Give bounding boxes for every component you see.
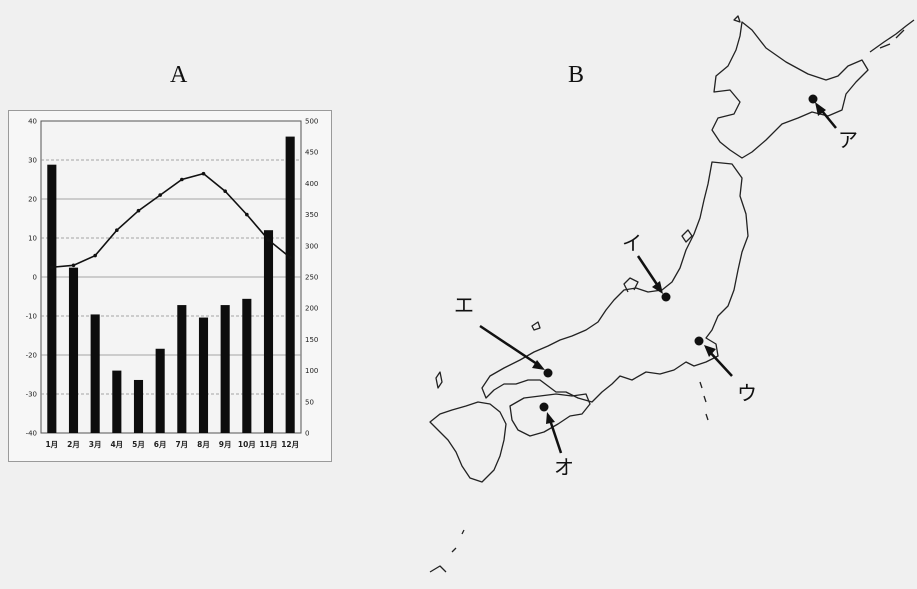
arrowhead-o (546, 412, 555, 424)
marker-arrow-o (547, 416, 563, 454)
right-tick-label: 100 (305, 367, 318, 375)
izu-islands (699, 381, 709, 421)
panel-b-label: B (568, 62, 585, 88)
temperature-point (266, 238, 271, 242)
month-label: 5月 (132, 440, 145, 449)
right-tick-label: 400 (305, 180, 318, 188)
temperature-point (158, 193, 162, 197)
right-tick-label: 200 (305, 305, 318, 313)
precipitation-bar (112, 370, 122, 433)
right-tick-label: 500 (305, 118, 318, 126)
month-label: 3月 (89, 440, 102, 449)
marker-dot-e (543, 368, 553, 378)
arrowhead-e (532, 360, 545, 370)
temperature-point (245, 212, 249, 217)
temperature-line (51, 172, 291, 269)
right-tick-label: 50 (305, 398, 314, 406)
tsushima-island (435, 371, 443, 389)
month-label: 2月 (67, 440, 80, 449)
sado-island (681, 229, 693, 243)
temperature-point (223, 189, 227, 193)
month-label: 1月 (45, 440, 58, 449)
right-tick-label: 0 (305, 430, 309, 438)
precipitation-bar (285, 136, 295, 433)
month-label: 11月 (260, 440, 278, 449)
arrowhead-i (652, 281, 663, 294)
month-label: 9月 (219, 440, 232, 449)
climate-chart: 403020100-10-20-30-405004504003503002502… (26, 118, 319, 450)
right-tick-label: 350 (305, 211, 318, 219)
left-tick-label: -20 (26, 352, 37, 360)
left-tick-label: 0 (33, 274, 37, 282)
month-label: 4月 (110, 440, 123, 449)
arrowhead-a (815, 102, 826, 116)
precipitation-bar (242, 298, 252, 433)
temperature-point (115, 228, 119, 232)
right-tick-label: 150 (305, 336, 318, 344)
month-label: 10月 (238, 440, 256, 449)
marker-label-i: イ (622, 231, 642, 255)
honshu-outline (481, 161, 749, 403)
left-tick-label: 10 (28, 235, 37, 243)
marker-arrow-u (707, 349, 733, 377)
oki-islands (531, 321, 541, 331)
precipitation-bar (68, 267, 79, 433)
temperature-point (136, 208, 141, 213)
map-markers: ア イ ウ エ オ (454, 94, 858, 479)
left-tick-label: 20 (28, 196, 37, 204)
marker-arrow-e (479, 324, 541, 368)
rebun-island (733, 15, 741, 23)
temperature-point (288, 255, 292, 260)
hokkaido-outline (711, 21, 869, 159)
precipitation-bar (220, 305, 230, 433)
left-tick-label: -10 (26, 313, 37, 321)
precipitation-bar (47, 164, 57, 433)
marker-label-a: ア (838, 128, 858, 152)
panel-a-label: A (170, 62, 188, 88)
marker-dot-a (808, 94, 818, 104)
left-tick-label: 30 (28, 157, 37, 165)
precipitation-bar (198, 317, 209, 433)
marker-dot-u (694, 336, 704, 346)
left-tick-label: -30 (26, 391, 37, 399)
precipitation-bar (90, 314, 100, 433)
left-tick-label: -40 (26, 430, 37, 438)
temperature-point (93, 253, 97, 258)
marker-label-e: エ (454, 293, 474, 317)
left-tick-label: 40 (28, 118, 37, 126)
precipitation-bar (177, 305, 187, 433)
right-tick-label: 450 (305, 149, 318, 157)
temperature-point (180, 177, 184, 182)
temperature-point (71, 263, 76, 268)
kyushu-outline (429, 401, 507, 483)
precipitation-bar (263, 230, 274, 433)
marker-label-o: オ (554, 455, 574, 479)
marker-dot-i (661, 292, 671, 302)
japan-map: ア イ ウ エ オ (429, 15, 915, 573)
month-label: 12月 (281, 440, 299, 449)
noto-peninsula (623, 277, 639, 293)
map-outline (429, 15, 915, 573)
month-label: 7月 (175, 440, 188, 449)
okinawa-islands (429, 529, 465, 573)
temperature-point (50, 265, 54, 270)
climate-chart-frame: 40 30 20 10 0 -10 -20 -30 -40 500 450 400 350 300 250 2… (8, 110, 332, 462)
precipitation-bar (155, 348, 165, 433)
marker-arrow-i (636, 255, 662, 290)
temperature-point (201, 171, 206, 176)
marker-dot-o (539, 402, 549, 412)
shikoku-outline (509, 393, 591, 437)
kuril-islands (869, 19, 915, 53)
month-label: 6月 (154, 440, 167, 449)
precipitation-bar (133, 379, 144, 433)
month-label: 8月 (197, 440, 210, 449)
right-tick-label: 250 (305, 274, 318, 282)
marker-label-u: ウ (737, 381, 757, 405)
right-tick-label: 300 (305, 242, 318, 250)
arrowhead-u (704, 345, 716, 357)
